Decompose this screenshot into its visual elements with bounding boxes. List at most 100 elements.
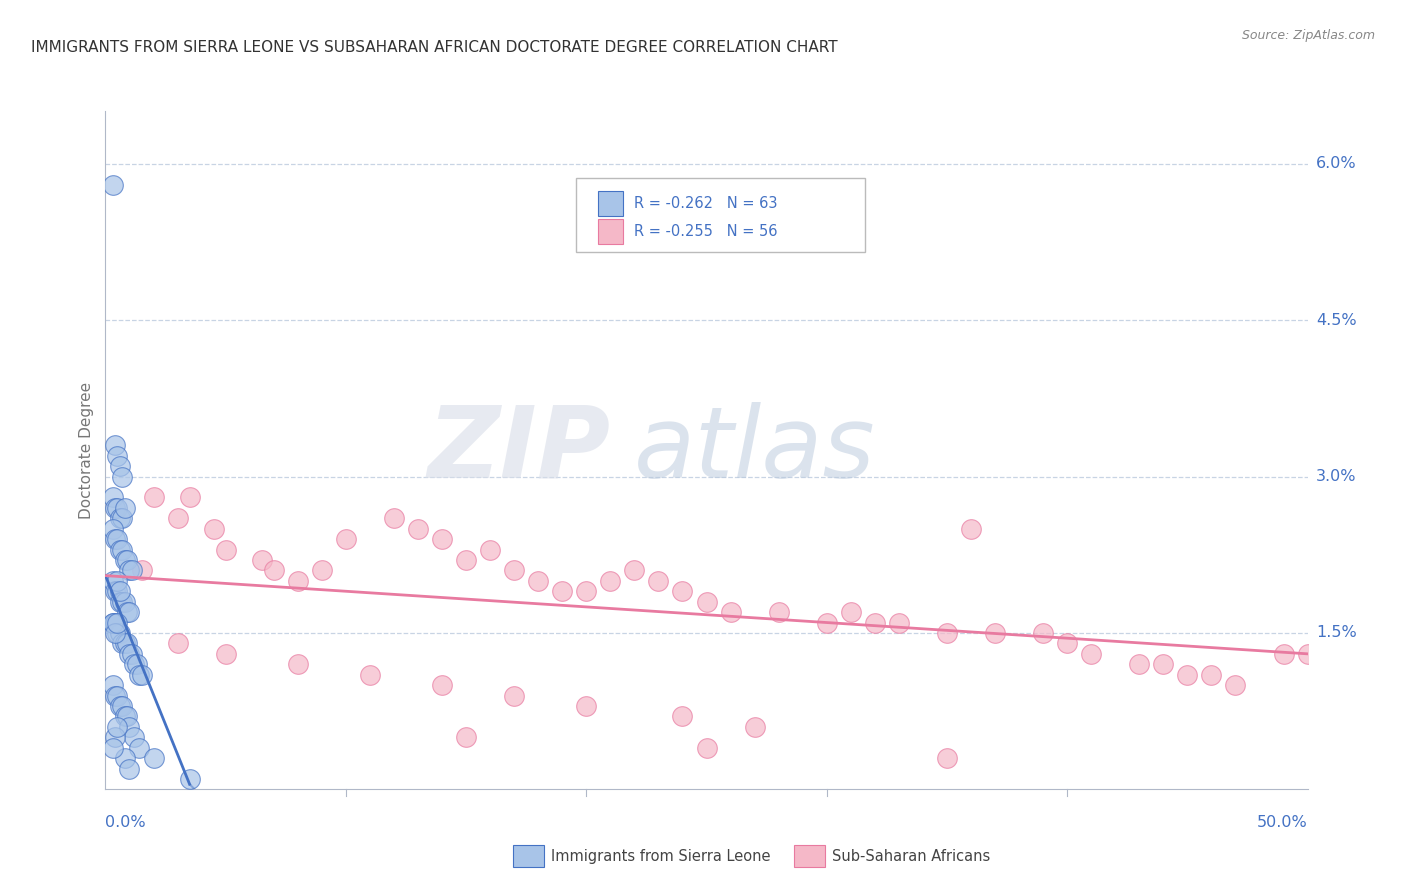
Text: 6.0%: 6.0% [1316,156,1357,171]
Point [124,657,146,672]
Point [1225,678,1247,692]
Point [114,500,136,515]
Point [263,563,285,577]
Point [108,511,131,525]
Point [118,563,141,577]
Point [104,689,127,703]
Point [118,720,141,734]
Point [815,615,838,630]
Point [1080,647,1102,661]
Point [131,667,153,681]
Point [111,542,134,557]
Point [671,584,693,599]
Point [960,522,983,536]
Point [115,605,138,619]
Text: Sub-Saharan Africans: Sub-Saharan Africans [832,849,991,863]
Point [454,553,477,567]
Point [744,720,766,734]
Point [335,532,357,546]
Point [124,731,146,745]
Point [104,500,127,515]
Text: ZIP: ZIP [427,402,610,499]
Point [108,595,131,609]
Point [1128,657,1150,672]
Point [503,689,526,703]
Point [647,574,669,588]
Point [214,647,236,661]
Point [166,636,188,650]
Point [115,709,138,723]
Point [111,469,134,483]
Point [623,563,645,577]
Text: Source: ZipAtlas.com: Source: ZipAtlas.com [1241,29,1375,42]
Point [575,584,598,599]
Point [479,542,502,557]
Point [114,595,136,609]
Text: IMMIGRANTS FROM SIERRA LEONE VS SUBSAHARAN AFRICAN DOCTORATE DEGREE CORRELATION : IMMIGRANTS FROM SIERRA LEONE VS SUBSAHAR… [31,40,838,55]
Point [406,522,429,536]
Point [114,553,136,567]
Point [111,698,134,713]
Point [131,563,153,577]
Point [1201,667,1223,681]
Point [166,511,188,525]
Point [936,626,959,640]
Point [125,657,148,672]
Point [101,491,124,505]
Point [527,574,550,588]
Point [121,647,143,661]
Point [1056,636,1078,650]
Point [214,542,236,557]
Point [575,698,598,713]
Point [179,772,201,786]
Point [202,522,225,536]
Point [107,626,129,640]
Point [1175,667,1198,681]
Point [696,595,718,609]
Text: 3.0%: 3.0% [1316,469,1357,484]
Point [104,615,127,630]
Point [142,491,165,505]
Text: 4.5%: 4.5% [1316,312,1357,327]
Point [887,615,910,630]
Text: 0.0%: 0.0% [105,815,146,830]
Text: 50.0%: 50.0% [1257,815,1308,830]
Point [111,636,134,650]
Point [839,605,862,619]
Point [696,740,718,755]
Point [599,574,621,588]
Point [1296,647,1319,661]
Point [179,491,201,505]
Point [118,647,141,661]
Point [936,751,959,765]
Point [104,626,127,640]
Point [287,574,309,588]
Point [430,532,453,546]
Point [114,751,136,765]
Text: Immigrants from Sierra Leone: Immigrants from Sierra Leone [551,849,770,863]
Point [114,636,136,650]
Y-axis label: Doctorate Degree: Doctorate Degree [79,382,94,519]
Point [107,689,129,703]
Point [107,720,129,734]
Text: 1.5%: 1.5% [1316,625,1357,640]
Point [101,615,124,630]
Point [382,511,405,525]
Point [984,626,1007,640]
Point [863,615,886,630]
Point [101,615,124,630]
Point [108,698,131,713]
Point [128,740,150,755]
Point [454,731,477,745]
Point [107,584,129,599]
Point [1032,626,1054,640]
Point [551,584,574,599]
Point [101,574,124,588]
Point [108,626,131,640]
Point [115,636,138,650]
Point [104,438,127,452]
Point [101,178,124,192]
Point [359,667,381,681]
Point [503,563,526,577]
Text: R = -0.262   N = 63: R = -0.262 N = 63 [634,196,778,211]
